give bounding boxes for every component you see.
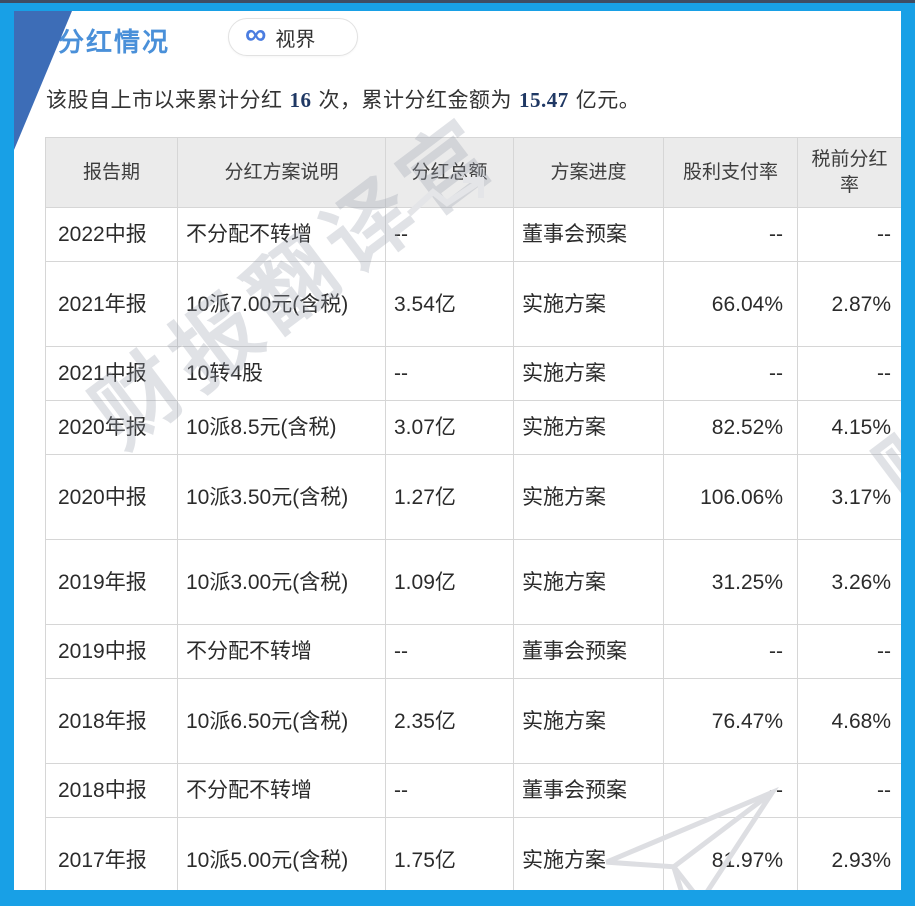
frame-right — [901, 0, 915, 906]
table-cell: -- — [385, 207, 514, 262]
table-cell: 10派3.00元(含税) — [177, 539, 386, 625]
page-title: 分红情况 — [58, 27, 171, 57]
table-cell: 2.93% — [797, 817, 902, 903]
table-cell: 10派8.5元(含税) — [177, 400, 386, 455]
table-cell: 2.35亿 — [385, 678, 514, 764]
table-cell: 2019中报 — [45, 624, 178, 679]
table-cell: -- — [797, 624, 902, 679]
table-cell: 3.54亿 — [385, 261, 514, 347]
dividend-table-body: 2022中报 不分配不转增 -- 董事会预案 -- -- 2021年报 10派7.00元(含税… — [45, 207, 902, 903]
table-cell: 10派7.00元(含税) — [177, 261, 386, 347]
table-cell: -- — [663, 207, 798, 262]
table-cell: 不分配不转增 — [177, 207, 386, 262]
table-cell: 2.87% — [797, 261, 902, 347]
table-row: 2019中报 不分配不转增 -- 董事会预案 -- -- — [45, 624, 902, 679]
dividend-table: 报告期 分红方案说明 分红总额 方案进度 股利支付率 税前分红率 2022中报 不分配不转增… — [45, 137, 902, 903]
table-cell: -- — [797, 346, 902, 401]
table-cell: 31.25% — [663, 539, 798, 625]
brand-badge: ∞ 视界 — [228, 18, 358, 56]
table-row: 2021中报 10转4股 -- 实施方案 -- -- — [45, 346, 902, 401]
table-cell: 2020中报 — [45, 454, 178, 540]
table-row: 2020年报 10派8.5元(含税) 3.07亿 实施方案 82.52% 4.15% — [45, 400, 902, 455]
table-cell: 3.07亿 — [385, 400, 514, 455]
summary-dividend-count: 16 — [289, 88, 312, 112]
frame-left — [0, 0, 14, 906]
summary-middle: 次，累计分红金额为 — [318, 89, 512, 112]
table-cell: -- — [663, 346, 798, 401]
table-cell: 1.75亿 — [385, 817, 514, 903]
table-cell: 1.09亿 — [385, 539, 514, 625]
summary-prefix: 该股自上市以来累计分红 — [46, 89, 283, 112]
summary-line: 该股自上市以来累计分红 16 次，累计分红金额为 15.47 亿元。 — [46, 84, 640, 114]
table-cell: 实施方案 — [513, 400, 664, 455]
table-header-cell: 分红方案说明 — [177, 137, 386, 208]
table-row: 2020中报 10派3.50元(含税) 1.27亿 实施方案 106.06% 3.17% — [45, 454, 902, 540]
frame-top — [0, 3, 915, 11]
table-cell: 实施方案 — [513, 678, 664, 764]
corner-fold-decoration — [14, 11, 72, 150]
table-cell: -- — [797, 207, 902, 262]
table-cell: 实施方案 — [513, 346, 664, 401]
table-cell: 2018年报 — [45, 678, 178, 764]
brand-label: 视界 — [275, 28, 316, 51]
table-cell: -- — [663, 624, 798, 679]
table-header-cell: 税前分红率 — [797, 137, 902, 208]
table-cell: 不分配不转增 — [177, 763, 386, 818]
table-cell: 董事会预案 — [513, 207, 664, 262]
table-cell: 2022中报 — [45, 207, 178, 262]
table-cell: 10转4股 — [177, 346, 386, 401]
frame-bottom — [0, 890, 915, 906]
table-cell: 董事会预案 — [513, 624, 664, 679]
table-cell: 82.52% — [663, 400, 798, 455]
table-cell: -- — [385, 346, 514, 401]
table-row: 2021年报 10派7.00元(含税) 3.54亿 实施方案 66.04% 2.87% — [45, 261, 902, 347]
table-cell: -- — [663, 763, 798, 818]
table-row: 2018年报 10派6.50元(含税) 2.35亿 实施方案 76.47% 4.68% — [45, 678, 902, 764]
table-cell: 2017年报 — [45, 817, 178, 903]
top-dark-line — [0, 0, 915, 3]
summary-dividend-amount: 15.47 — [519, 88, 569, 112]
infinity-icon: ∞ — [245, 18, 267, 51]
summary-suffix: 亿元。 — [575, 89, 641, 112]
table-cell: 2019年报 — [45, 539, 178, 625]
table-header-cell: 方案进度 — [513, 137, 664, 208]
dividend-table-header: 报告期 分红方案说明 分红总额 方案进度 股利支付率 税前分红率 — [45, 137, 902, 208]
table-cell: 4.68% — [797, 678, 902, 764]
table-header-cell: 报告期 — [45, 137, 178, 208]
table-cell: 10派5.00元(含税) — [177, 817, 386, 903]
table-cell: 76.47% — [663, 678, 798, 764]
table-row: 2018中报 不分配不转增 -- 董事会预案 -- -- — [45, 763, 902, 818]
table-cell: 10派3.50元(含税) — [177, 454, 386, 540]
table-header-cell: 股利支付率 — [663, 137, 798, 208]
table-cell: 不分配不转增 — [177, 624, 386, 679]
table-row: 2022中报 不分配不转增 -- 董事会预案 -- -- — [45, 207, 902, 262]
header-row: 报告期 分红方案说明 分红总额 方案进度 股利支付率 税前分红率 — [45, 137, 902, 208]
table-cell: 1.27亿 — [385, 454, 514, 540]
table-header-cell: 分红总额 — [385, 137, 514, 208]
table-cell: 66.04% — [663, 261, 798, 347]
table-cell: 2018中报 — [45, 763, 178, 818]
table-cell: 3.26% — [797, 539, 902, 625]
table-cell: 106.06% — [663, 454, 798, 540]
table-cell: 实施方案 — [513, 261, 664, 347]
table-cell: 2021中报 — [45, 346, 178, 401]
table-cell: 10派6.50元(含税) — [177, 678, 386, 764]
table-cell: 2021年报 — [45, 261, 178, 347]
table-cell: 4.15% — [797, 400, 902, 455]
table-cell: -- — [797, 763, 902, 818]
table-row: 2019年报 10派3.00元(含税) 1.09亿 实施方案 31.25% 3.26% — [45, 539, 902, 625]
table-cell: 实施方案 — [513, 454, 664, 540]
table-cell: 2020年报 — [45, 400, 178, 455]
table-cell: -- — [385, 763, 514, 818]
table-cell: 董事会预案 — [513, 763, 664, 818]
table-cell: 3.17% — [797, 454, 902, 540]
table-cell: 实施方案 — [513, 539, 664, 625]
table-cell: -- — [385, 624, 514, 679]
